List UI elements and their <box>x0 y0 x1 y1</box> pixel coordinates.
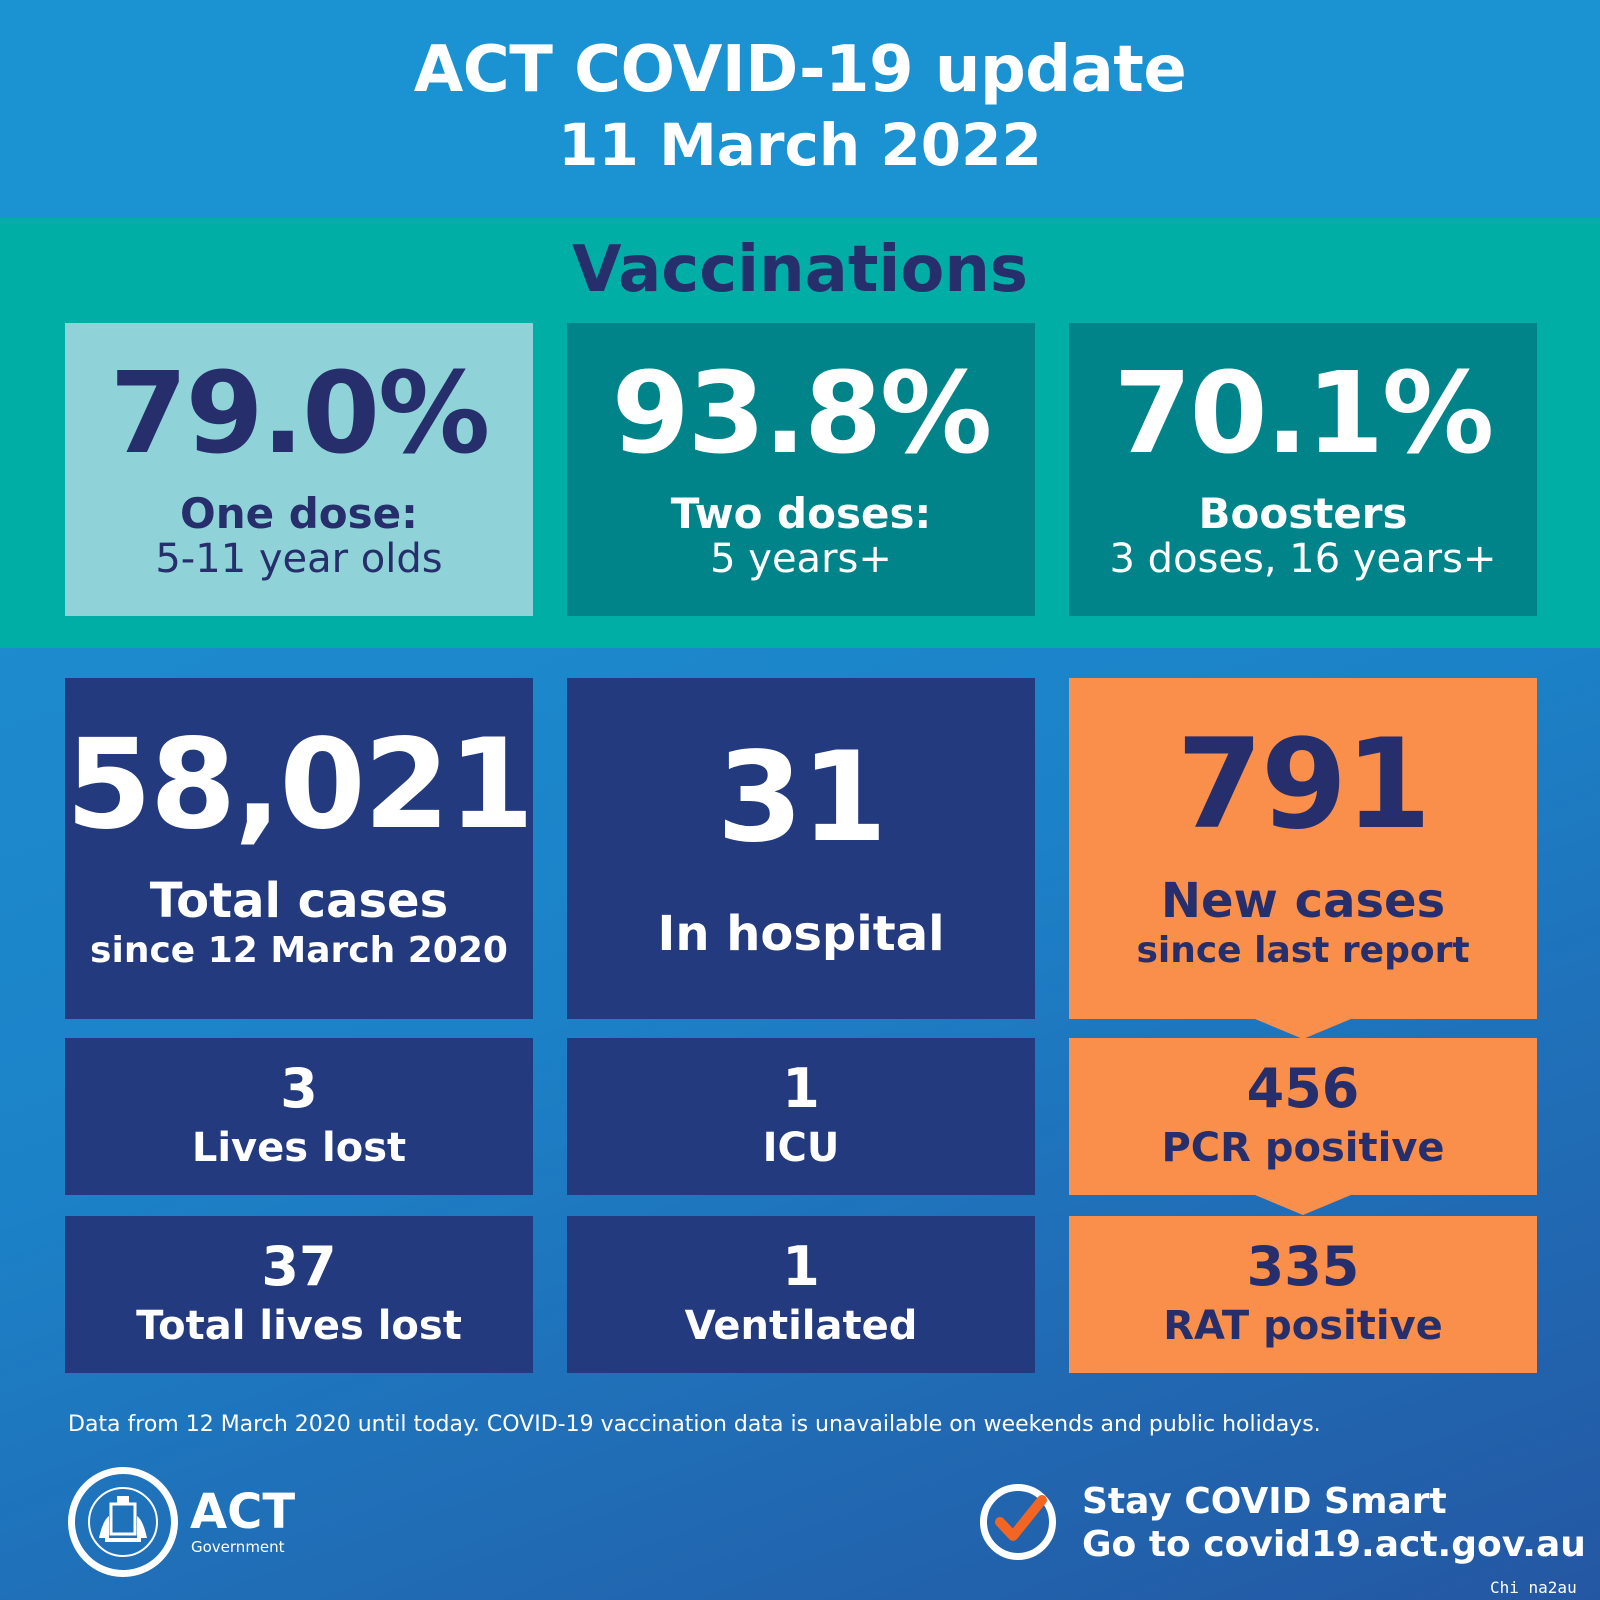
lives-lost-value: 3 <box>280 1056 318 1120</box>
act-logo-text: ACT <box>190 1484 296 1540</box>
new-cases-label: New cases <box>1160 872 1446 929</box>
new-cases-value: 791 <box>1176 712 1432 857</box>
vacc-one-dose-label: One dose: <box>180 489 418 539</box>
vacc-two-doses-card: 93.8% Two doses: 5 years+ <box>567 323 1035 616</box>
ventilated-value: 1 <box>782 1234 820 1298</box>
header: ACT COVID-19 update 11 March 2022 <box>0 0 1600 218</box>
vacc-two-doses-sublabel: 5 years+ <box>710 535 892 582</box>
rat-positive-card: 335 RAT positive <box>1069 1216 1537 1373</box>
total-cases-label: Total cases <box>149 872 449 929</box>
icu-value: 1 <box>782 1056 820 1120</box>
vaccinations-heading: Vaccinations <box>572 233 1028 307</box>
vacc-one-dose-value: 79.0% <box>109 349 491 480</box>
vacc-boosters-card: 70.1% Boosters 3 doses, 16 years+ <box>1069 323 1537 616</box>
total-lives-lost-card: 37 Total lives lost <box>65 1216 533 1373</box>
act-government-crest-icon <box>68 1467 178 1577</box>
icu-label: ICU <box>762 1124 840 1171</box>
ventilated-label: Ventilated <box>684 1302 918 1349</box>
arrow-down-icon <box>1255 1019 1351 1039</box>
lives-lost-card: 3 Lives lost <box>65 1038 533 1195</box>
vacc-one-dose-card: 79.0% One dose: 5-11 year olds <box>65 323 533 616</box>
icu-card: 1 ICU <box>567 1038 1035 1195</box>
total-lives-lost-value: 37 <box>261 1234 337 1298</box>
rat-positive-label: RAT positive <box>1163 1302 1443 1349</box>
data-footnote: Data from 12 March 2020 until today. COV… <box>68 1412 1321 1437</box>
new-cases-sublabel: since last report <box>1136 929 1470 971</box>
pcr-positive-label: PCR positive <box>1161 1124 1445 1171</box>
ventilated-card: 1 Ventilated <box>567 1216 1035 1373</box>
lives-lost-label: Lives lost <box>191 1124 407 1171</box>
act-logo-subtext: Government <box>191 1538 285 1556</box>
vacc-boosters-value: 70.1% <box>1113 349 1495 480</box>
vacc-boosters-sublabel: 3 doses, 16 years+ <box>1109 535 1497 582</box>
total-cases-card: 58,021 Total cases since 12 March 2020 <box>65 678 535 1019</box>
report-date: 11 March 2022 <box>558 111 1042 179</box>
stay-covid-smart-text: Stay COVID Smart <box>1082 1481 1447 1522</box>
arrow-down-icon <box>1255 1195 1351 1215</box>
new-cases-card: 791 New cases since last report <box>1069 678 1537 1019</box>
vacc-two-doses-label: Two doses: <box>670 489 932 539</box>
check-circle-icon <box>980 1484 1056 1560</box>
total-cases-sublabel: since 12 March 2020 <box>90 929 508 971</box>
page-title: ACT COVID-19 update <box>413 33 1187 107</box>
vacc-two-doses-value: 93.8% <box>611 349 993 480</box>
watermark: Chi na2au <box>1490 1578 1577 1597</box>
pcr-positive-value: 456 <box>1246 1056 1360 1120</box>
total-lives-lost-label: Total lives lost <box>136 1302 462 1349</box>
in-hospital-label: In hospital <box>657 906 945 963</box>
pcr-positive-card: 456 PCR positive <box>1069 1038 1537 1195</box>
vacc-one-dose-sublabel: 5-11 year olds <box>155 535 443 582</box>
vacc-boosters-label: Boosters <box>1198 489 1408 539</box>
total-cases-value: 58,021 <box>65 712 535 857</box>
in-hospital-card: 31 In hospital <box>567 678 1035 1019</box>
in-hospital-value: 31 <box>716 726 888 871</box>
website-link[interactable]: Go to covid19.act.gov.au <box>1082 1524 1586 1565</box>
rat-positive-value: 335 <box>1246 1234 1360 1298</box>
